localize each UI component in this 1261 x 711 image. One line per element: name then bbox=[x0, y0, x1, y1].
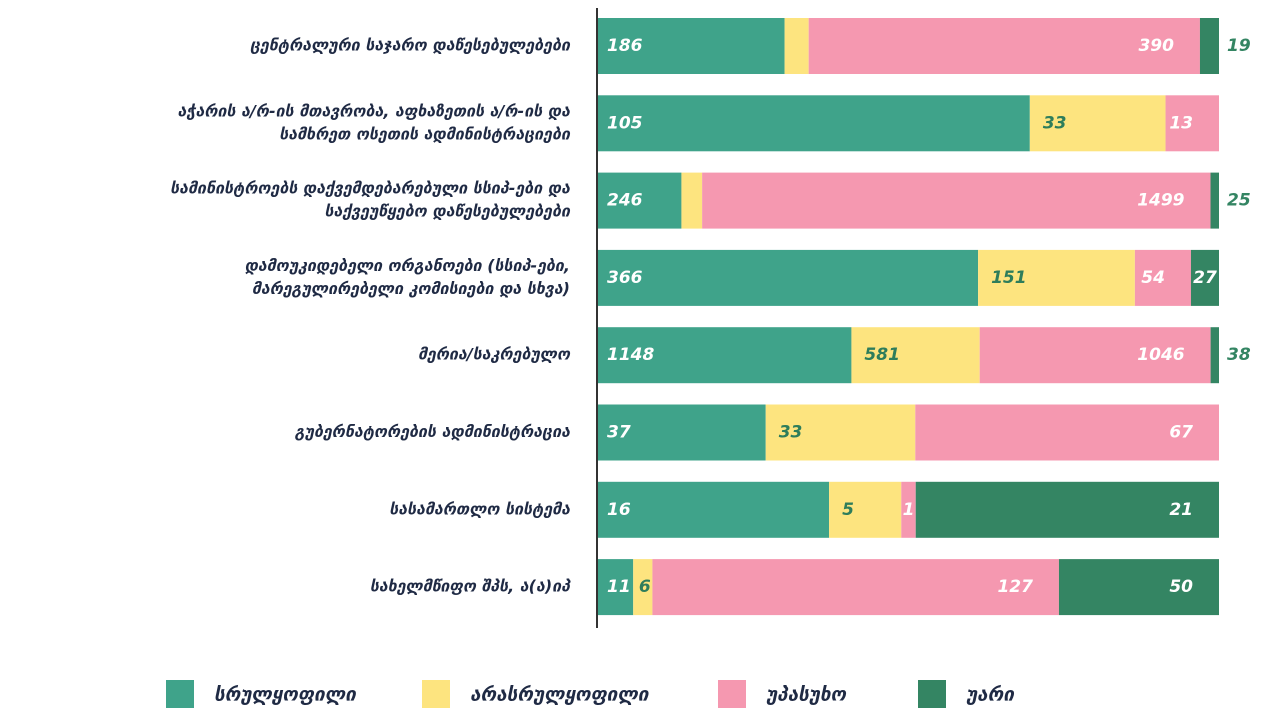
value-label: 186 bbox=[607, 36, 643, 56]
value-label: 54 bbox=[1141, 268, 1165, 288]
value-label: 366 bbox=[607, 268, 643, 288]
legend-label: უპასუხო bbox=[766, 684, 848, 706]
category-label: გუბერნატორების ადმინისტრაცია bbox=[295, 422, 570, 441]
value-label: 16 bbox=[607, 500, 631, 520]
value-label: 19 bbox=[1227, 36, 1251, 56]
bar-segment bbox=[702, 172, 1211, 229]
bar-segment bbox=[1210, 327, 1219, 384]
value-label: 21 bbox=[1169, 500, 1193, 520]
bar-segment bbox=[978, 249, 1135, 306]
value-label: 33 bbox=[1043, 113, 1067, 133]
legend-label: უარი bbox=[966, 684, 1015, 706]
bar-segment bbox=[598, 95, 1030, 152]
category-label: მერია/საკრებულო bbox=[418, 345, 571, 364]
value-label: 246 bbox=[607, 191, 643, 211]
value-label: 50 bbox=[1169, 577, 1193, 597]
bar-segment bbox=[598, 481, 830, 538]
value-label: 11 bbox=[607, 577, 631, 597]
value-label: 25 bbox=[1227, 191, 1251, 211]
bar-segment bbox=[633, 559, 653, 616]
value-label: 37 bbox=[607, 423, 631, 443]
category-label: სამინისტროებს დაქვემდებარებული სსიპ-ები … bbox=[170, 179, 570, 198]
bar-segment bbox=[598, 18, 785, 74]
value-label: 38 bbox=[1227, 345, 1251, 365]
bar-segment bbox=[681, 172, 703, 229]
legend-swatch bbox=[718, 680, 746, 708]
bar-segment bbox=[901, 481, 916, 538]
bar-segment bbox=[808, 18, 1200, 74]
category-label: სასამართლო სისტემა bbox=[389, 499, 570, 518]
value-label: 6 bbox=[639, 577, 651, 597]
bar-segment bbox=[915, 481, 1219, 538]
bar-segment bbox=[598, 559, 634, 616]
value-label: 5 bbox=[842, 500, 854, 520]
legend-label: სრულყოფილი bbox=[214, 684, 357, 706]
bar-segment bbox=[979, 327, 1211, 384]
bar-segment bbox=[851, 327, 980, 384]
value-label: 1148 bbox=[607, 345, 654, 365]
bar-segment bbox=[1165, 95, 1219, 152]
category-label: აჭარის ა/რ-ის მთავრობა, აფხაზეთის ა/რ-ის… bbox=[178, 101, 571, 120]
category-label: ცენტრალური საჯარო დაწესებულებები bbox=[249, 36, 571, 55]
legend-swatch bbox=[422, 680, 450, 708]
value-label: 390 bbox=[1138, 36, 1174, 56]
category-label: მარეგულირებელი კომისიები და სხვა) bbox=[252, 279, 570, 298]
bar-segment bbox=[598, 404, 766, 461]
value-label: 33 bbox=[779, 423, 803, 443]
bar-segment bbox=[598, 327, 852, 384]
bar-segment bbox=[915, 404, 1219, 461]
value-label: 1046 bbox=[1137, 345, 1184, 365]
value-label: 1 bbox=[903, 500, 915, 520]
bar-segment bbox=[829, 481, 902, 538]
category-label: სამხრეთ ოსეთის ადმინისტრაციები bbox=[279, 124, 571, 143]
value-label: 13 bbox=[1169, 113, 1193, 133]
legend-label: არასრულყოფილი bbox=[470, 684, 650, 706]
value-label: 105 bbox=[607, 113, 643, 133]
legend-swatch bbox=[166, 680, 194, 708]
bar-segment bbox=[598, 172, 682, 229]
bar-segment bbox=[1210, 172, 1219, 229]
value-label: 151 bbox=[991, 268, 1027, 288]
bar-segment bbox=[1199, 18, 1219, 74]
bar-segment bbox=[1134, 249, 1191, 306]
value-label: 127 bbox=[997, 577, 1033, 597]
value-label: 27 bbox=[1193, 268, 1217, 288]
bar-segment bbox=[598, 249, 979, 306]
category-label: საქვეუწყებო დაწესებულებები bbox=[325, 202, 571, 221]
legend-swatch bbox=[918, 680, 946, 708]
value-label: 581 bbox=[864, 345, 900, 365]
category-label: დამოუკიდებელი ორგანოები (სსიპ-ები, bbox=[245, 256, 570, 275]
bar-segment bbox=[1190, 249, 1219, 306]
bar-segment bbox=[652, 559, 1059, 616]
category-label: სახელმწიფო შპს, ა(ა)იპ bbox=[370, 577, 571, 596]
bar-segment bbox=[1058, 559, 1219, 616]
value-label: 1499 bbox=[1137, 191, 1184, 211]
bar-segment bbox=[765, 404, 916, 461]
value-label: 67 bbox=[1169, 423, 1193, 443]
bar-segment bbox=[1029, 95, 1166, 152]
bar-segment bbox=[784, 18, 809, 74]
